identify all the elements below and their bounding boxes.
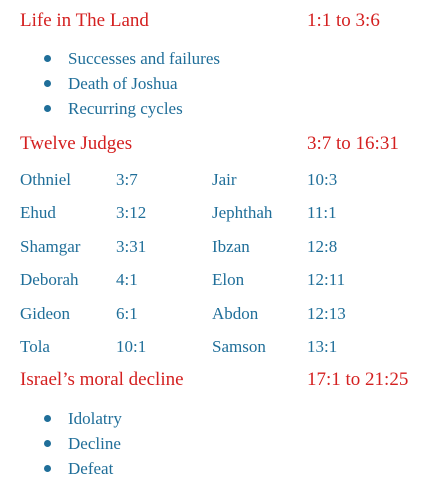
judge-name: Tola bbox=[20, 336, 50, 356]
list-item: Decline bbox=[0, 431, 442, 456]
judge-reference: 13:1 bbox=[307, 336, 338, 356]
bullet-list-life-in-the-land: Successes and failures Death of Joshua R… bbox=[0, 46, 442, 121]
judge-name: Deborah bbox=[20, 270, 79, 290]
judge-reference: 4:1 bbox=[116, 270, 138, 290]
judge-reference: 3:31 bbox=[116, 236, 147, 256]
judge-name: Samson bbox=[212, 336, 266, 356]
judge-reference: 6:1 bbox=[116, 303, 138, 323]
table-row: Tola 10:1 Samson 13:1 bbox=[0, 330, 442, 363]
section-title: Life in The Land bbox=[20, 10, 149, 31]
judge-reference: 11:1 bbox=[307, 203, 337, 223]
section-heading-twelve-judges: Twelve Judges 3:7 to 16:31 bbox=[20, 131, 430, 157]
list-item: Defeat bbox=[0, 456, 442, 481]
section-heading-life-in-the-land: Life in The Land 1:1 to 3:6 bbox=[20, 8, 430, 34]
section-title: Twelve Judges bbox=[20, 133, 133, 154]
judge-name: Jair bbox=[212, 170, 237, 189]
judge-name: Othniel bbox=[20, 170, 71, 189]
section-reference: 3:7 to 16:31 bbox=[307, 133, 399, 154]
list-item: Successes and failures bbox=[0, 46, 442, 71]
list-item-text: Recurring cycles bbox=[68, 99, 183, 118]
judge-name: Elon bbox=[212, 270, 245, 290]
section-title: Israel’s moral decline bbox=[20, 369, 184, 390]
table-row: Ehud 3:12 Jephthah 11:1 bbox=[0, 196, 442, 229]
table-row: Othniel 3:7 Jair 10:3 bbox=[0, 163, 442, 196]
list-item-text: Death of Joshua bbox=[68, 74, 178, 93]
judge-reference: 3:12 bbox=[116, 203, 147, 223]
list-item-text: Decline bbox=[68, 434, 121, 453]
judge-reference: 12:13 bbox=[307, 303, 346, 323]
table-row: Shamgar 3:31 Ibzan 12:8 bbox=[0, 230, 442, 263]
bullet-icon bbox=[44, 80, 51, 87]
section-reference: 17:1 to 21:25 bbox=[307, 369, 409, 390]
list-item-text: Successes and failures bbox=[68, 49, 221, 68]
bullet-icon bbox=[44, 105, 51, 112]
list-item: Recurring cycles bbox=[0, 96, 442, 121]
bullet-icon bbox=[44, 465, 51, 472]
judge-name: Shamgar bbox=[20, 236, 81, 256]
section-reference: 1:1 to 3:6 bbox=[307, 10, 380, 31]
judge-reference: 10:1 bbox=[116, 336, 147, 356]
judge-reference: 12:11 bbox=[307, 270, 346, 290]
bullet-icon bbox=[44, 440, 51, 447]
judge-name: Gideon bbox=[20, 303, 71, 323]
judge-reference: 3:7 bbox=[116, 170, 138, 189]
list-item: Death of Joshua bbox=[0, 71, 442, 96]
bullet-list-moral-decline: Idolatry Decline Defeat bbox=[0, 406, 442, 481]
judge-name: Abdon bbox=[212, 303, 259, 323]
section-heading-moral-decline: Israel’s moral decline 17:1 to 21:25 bbox=[20, 367, 430, 393]
bullet-icon bbox=[44, 415, 51, 422]
judge-name: Ehud bbox=[20, 203, 56, 223]
judge-name: Jephthah bbox=[212, 203, 273, 223]
judge-reference: 10:3 bbox=[307, 170, 338, 189]
table-row: Gideon 6:1 Abdon 12:13 bbox=[0, 297, 442, 330]
judge-name: Ibzan bbox=[212, 236, 250, 256]
bullet-icon bbox=[44, 55, 51, 62]
list-item-text: Defeat bbox=[68, 459, 114, 478]
judge-reference: 12:8 bbox=[307, 236, 338, 256]
judges-table: Othniel 3:7 Jair 10:3 Ehud 3:12 Jephthah… bbox=[0, 163, 442, 363]
table-row: Deborah 4:1 Elon 12:11 bbox=[0, 263, 442, 296]
list-item: Idolatry bbox=[0, 406, 442, 431]
list-item-text: Idolatry bbox=[68, 409, 122, 428]
